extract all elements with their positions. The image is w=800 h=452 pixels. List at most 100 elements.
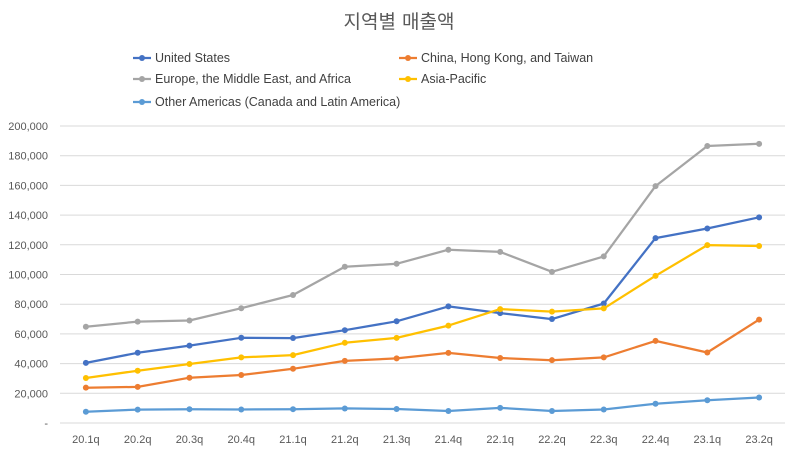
data-point [186,374,193,381]
legend-item: United States [133,51,230,65]
x-axis-tick-labels: 20.1q 20.2q 20.3q 20.4q 21.1q 21.2q 21.3q 21.4q… [72,434,773,446]
data-point [652,183,659,190]
data-point [652,337,659,344]
data-point [445,303,452,310]
y-tick-label: 160,000 [8,180,48,192]
data-point [497,306,504,313]
data-point [290,406,297,413]
data-point [82,375,89,382]
data-point [756,316,763,323]
data-point [704,225,711,232]
data-point [652,272,659,279]
legend-swatch-marker [139,99,145,105]
data-point [600,406,607,413]
data-point [341,405,348,412]
data-point [238,334,245,341]
data-point [341,357,348,364]
x-tick-label: 20.3q [176,434,204,446]
legend-label: United States [155,51,230,65]
legend-item: China, Hong Kong, and Taiwan [399,51,593,65]
legend-label: China, Hong Kong, and Taiwan [421,51,593,65]
x-tick-label: 21.2q [331,434,359,446]
y-tick-label: - [44,418,48,430]
x-tick-label: 23.2q [745,434,773,446]
data-point [134,318,141,325]
x-tick-label: 20.2q [124,434,152,446]
data-point [290,291,297,298]
legend: United States China, Hong Kong, and Taiwa… [133,51,593,109]
data-point [238,354,245,361]
legend-swatch-marker [139,76,145,82]
data-point [756,214,763,221]
chart-title: 지역별 매출액 [344,11,455,33]
series-line [84,142,761,328]
data-point [393,334,400,341]
data-point [445,349,452,356]
data-point [548,308,555,315]
series-0 [82,214,763,366]
data-point [600,305,607,312]
data-point [290,335,297,342]
y-tick-label: 40,000 [14,359,48,371]
data-point [186,406,193,413]
data-point [445,322,452,329]
data-point [445,407,452,414]
x-tick-label: 21.4q [435,434,463,446]
series-line [84,396,761,413]
data-point [393,260,400,267]
data-point [756,394,763,401]
x-tick-label: 20.1q [72,434,100,446]
data-point [445,246,452,253]
legend-item: Other Americas (Canada and Latin America… [133,95,400,109]
x-tick-label: 22.3q [590,434,618,446]
data-point [186,361,193,368]
data-point [393,406,400,413]
data-point [82,359,89,366]
series-3 [82,242,763,382]
data-point [82,384,89,391]
series-2 [82,140,763,330]
series-line [84,243,761,380]
data-point [341,339,348,346]
data-point [600,354,607,361]
data-point [548,316,555,323]
data-point [186,317,193,324]
data-point [756,242,763,249]
data-point [600,253,607,260]
data-point [497,354,504,361]
data-point [238,305,245,312]
data-point [134,406,141,413]
data-point [186,342,193,349]
legend-label: Other Americas (Canada and Latin America… [155,95,400,109]
series-lines [82,140,763,415]
data-point [341,327,348,334]
x-tick-label: 20.4q [227,434,255,446]
y-tick-label: 60,000 [14,329,48,341]
data-point [497,404,504,411]
data-point [548,268,555,275]
data-point [238,406,245,413]
x-tick-label: 22.4q [642,434,670,446]
series-line [84,216,761,365]
series-1 [82,316,763,391]
data-point [341,263,348,270]
data-point [704,349,711,356]
gridlines [60,125,785,424]
y-tick-label: 80,000 [14,299,48,311]
x-tick-label: 22.2q [538,434,566,446]
legend-label: Europe, the Middle East, and Africa [155,72,351,86]
y-tick-label: 100,000 [8,270,48,282]
data-point [393,318,400,325]
y-tick-label: 20,000 [14,388,48,400]
legend-item: Europe, the Middle East, and Africa [133,72,351,86]
data-point [548,357,555,364]
y-tick-label: 200,000 [8,121,48,133]
data-point [238,372,245,379]
data-point [652,400,659,407]
x-tick-label: 23.1q [694,434,722,446]
data-point [704,143,711,150]
series-4 [82,394,763,415]
data-point [548,407,555,414]
